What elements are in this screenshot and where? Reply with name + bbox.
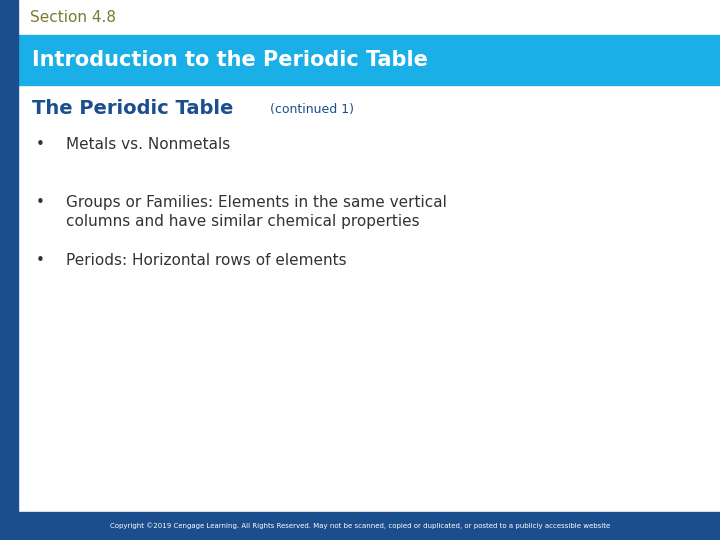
Text: Introduction to the Periodic Table: Introduction to the Periodic Table [32,50,428,70]
Text: Metals vs. Nonmetals: Metals vs. Nonmetals [66,137,230,152]
Bar [0,512,720,540]
Text: The Periodic Table: The Periodic Table [32,99,233,118]
Text: (continued 1): (continued 1) [266,103,354,116]
Bar [0,35,720,85]
Text: Section 4.8: Section 4.8 [30,10,116,25]
Text: Groups or Families: Elements in the same vertical
columns and have similar chemi: Groups or Families: Elements in the same… [66,195,447,229]
Text: •: • [36,253,45,268]
Bar [18,0,720,35]
Bar [0,0,18,540]
Text: Copyright ©2019 Cengage Learning. All Rights Reserved. May not be scanned, copie: Copyright ©2019 Cengage Learning. All Ri… [110,523,610,529]
Text: •: • [36,137,45,152]
Text: •: • [36,195,45,210]
Text: Periods: Horizontal rows of elements: Periods: Horizontal rows of elements [66,253,346,268]
